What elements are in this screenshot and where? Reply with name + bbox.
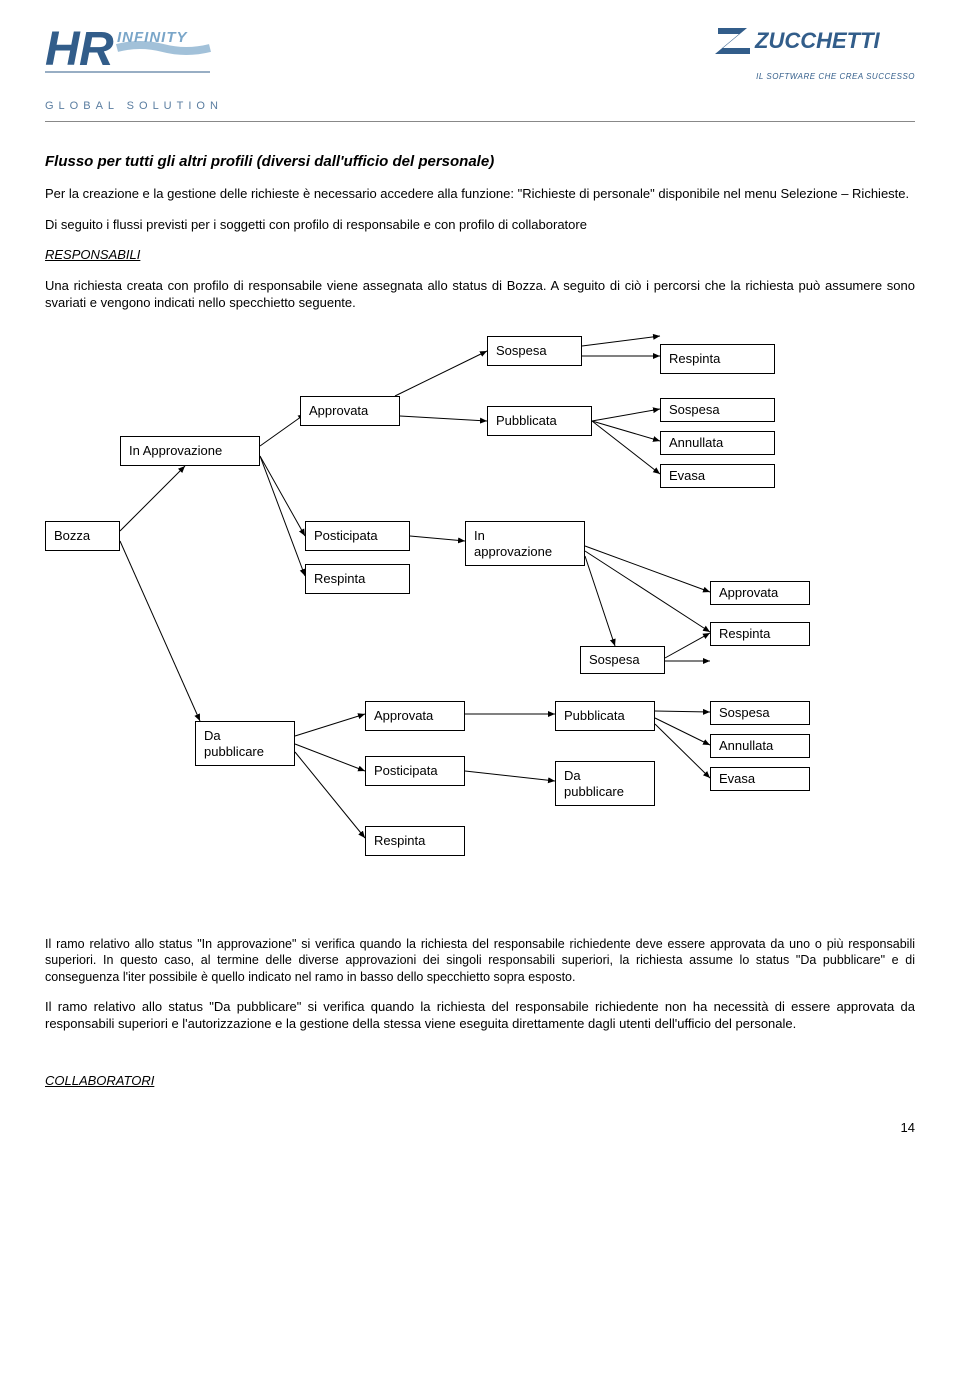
logo-hr-infinity: H R INFINITY GLOBAL SOLUTION: [45, 20, 245, 113]
flowchart-edges: [45, 326, 915, 916]
flow-node-posticip2: Posticipata: [365, 756, 465, 786]
flow-node-bozza: Bozza: [45, 521, 120, 551]
page-number: 14: [45, 1120, 915, 1137]
flow-node-respinta2: Respinta: [365, 826, 465, 856]
intro-para-3: Una richiesta creata con profilo di resp…: [45, 278, 915, 312]
flow-node-da_pub2: Da pubblicare: [555, 761, 655, 806]
flowchart-container: Bozza In Approvazione Approvata Posticipata…: [45, 326, 915, 916]
intro-para-2: Di seguito i flussi previsti per i sogge…: [45, 217, 915, 234]
flow-node-da_pub1: Da pubblicare: [195, 721, 295, 766]
flow-node-posticip1: Posticipata: [305, 521, 410, 551]
flow-node-approvata_r: Approvata: [710, 581, 810, 605]
footer-para-a: Il ramo relativo allo status "In approva…: [45, 936, 915, 985]
svg-text:ZUCCHETTI: ZUCCHETTI: [754, 28, 881, 53]
flow-node-evasa1: Evasa: [660, 464, 775, 488]
section-responsabili: RESPONSABILI: [45, 247, 915, 264]
header-divider: [45, 121, 915, 122]
svg-text:H: H: [45, 23, 81, 76]
page-title: Flusso per tutti gli altri profili (dive…: [45, 152, 915, 172]
footer-para-b: Il ramo relativo allo status "Da pubblic…: [45, 999, 915, 1033]
flow-node-pubblicata1: Pubblicata: [487, 406, 592, 436]
flow-node-annullata1: Annullata: [660, 431, 775, 455]
flow-node-respinta_tr: Respinta: [660, 344, 775, 374]
flow-node-approvata2: Approvata: [365, 701, 465, 731]
section-collaboratori: COLLABORATORI: [45, 1073, 915, 1090]
left-tagline: GLOBAL SOLUTION: [45, 99, 245, 113]
flow-node-evasa2: Evasa: [710, 767, 810, 791]
intro-para-1: Per la creazione e la gestione delle ric…: [45, 186, 915, 203]
flow-node-annullata2: Annullata: [710, 734, 810, 758]
flow-node-sospesa_top: Sospesa: [487, 336, 582, 366]
flow-node-in_appr: In Approvazione: [120, 436, 260, 466]
flow-node-respinta_r2: Respinta: [710, 622, 810, 646]
logo-zucchetti: ZUCCHETTI IL SOFTWARE CHE CREA SUCCESSO: [715, 20, 915, 82]
flow-node-sospesa_r: Sospesa: [660, 398, 775, 422]
flow-node-respinta1: Respinta: [305, 564, 410, 594]
flow-node-sospesa_mid: Sospesa: [580, 646, 665, 674]
flow-node-pubblicata2: Pubblicata: [555, 701, 655, 731]
zucchetti-logo-icon: ZUCCHETTI: [715, 20, 915, 65]
flow-node-in_appr2: In approvazione: [465, 521, 585, 566]
page-header: H R INFINITY GLOBAL SOLUTION ZUCCHETTI I…: [45, 20, 915, 113]
hr-logo-icon: H R INFINITY: [45, 20, 225, 90]
svg-text:R: R: [79, 23, 114, 76]
flow-node-sospesa_br: Sospesa: [710, 701, 810, 725]
right-tagline: IL SOFTWARE CHE CREA SUCCESSO: [715, 72, 915, 82]
flow-node-approvata1: Approvata: [300, 396, 400, 426]
